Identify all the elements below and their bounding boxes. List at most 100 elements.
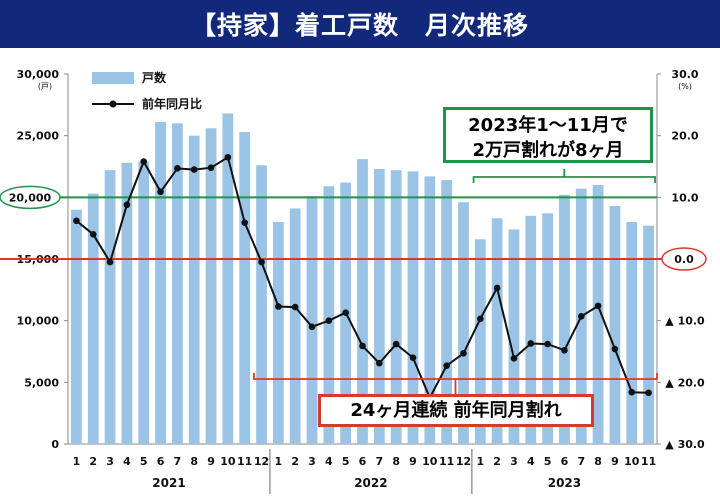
reference-zero-label: 0.0: [674, 253, 694, 266]
x-tick-label: 3: [308, 455, 316, 468]
line-point-3: [106, 258, 114, 266]
line-point-2: [89, 231, 97, 238]
line-point-18: [359, 342, 366, 350]
bar-koshu-1: [71, 209, 82, 444]
line-point-10: [224, 153, 232, 161]
bar-koshu-22: [424, 176, 436, 444]
chart-canvas: 05,00010,00015,00020,00025,00030,000(戸)▲…: [0, 68, 707, 494]
bar-koshu-6: [155, 122, 166, 444]
bar-koshu-5: [138, 161, 150, 445]
line-point-35: [645, 389, 652, 397]
bar-koshu-34: [626, 222, 638, 444]
x-tick-label: 1: [73, 455, 81, 468]
x-tick-label: 12: [456, 455, 471, 468]
red-bracket: [253, 373, 658, 395]
bar-koshu-23: [441, 180, 453, 445]
legend-bar-swatch: [92, 72, 134, 84]
bar-koshu-15: [306, 196, 318, 444]
x-tick-label: 6: [359, 455, 367, 468]
x-tick-label: 1: [275, 455, 283, 468]
x-tick-label: 2: [291, 455, 299, 468]
line-point-29: [544, 340, 551, 348]
x-tick-label: 1: [476, 455, 484, 468]
line-point-14: [291, 303, 299, 311]
x-tick-label: 6: [157, 455, 165, 468]
line-point-23: [443, 362, 450, 369]
y-right-tick-label: ▲ 20.0: [665, 376, 705, 389]
x-tick-label: 3: [106, 455, 114, 468]
x-tick-label: 2: [493, 455, 501, 468]
y-right-tick-label: ▲ 10.0: [665, 315, 705, 328]
bar-koshu-16: [323, 186, 335, 444]
line-point-28: [527, 340, 535, 347]
x-tick-label: 11: [439, 455, 454, 468]
x-tick-label: 4: [527, 455, 535, 468]
bar-koshu-32: [592, 185, 604, 444]
x-tick-label: 5: [342, 455, 350, 468]
bar-koshu-7: [172, 123, 183, 444]
x-tick-label: 8: [594, 455, 602, 468]
y-left-tick-label: 0: [51, 438, 59, 451]
y-right-tick-label: 10.0: [671, 191, 698, 204]
legend-bar-label: 戸数: [142, 70, 167, 85]
y-right-unit: (%): [678, 82, 692, 91]
green-callout-line-1: 2023年1～11月で: [468, 115, 628, 136]
x-tick-label: 4: [123, 455, 131, 468]
line-point-19: [376, 359, 383, 367]
y-left-tick-label: 5,000: [24, 376, 59, 389]
line-point-31: [577, 313, 585, 320]
year-label-2021: 2021: [152, 476, 185, 490]
y-left-tick-label: 10,000: [17, 315, 60, 328]
line-point-13: [275, 303, 282, 310]
bar-koshu-18: [357, 159, 368, 444]
x-tick-label: 4: [325, 455, 333, 468]
line-point-21: [409, 354, 417, 361]
y-right-tick-label: ▲ 30.0: [665, 438, 705, 451]
bar-koshu-35: [643, 225, 654, 444]
line-point-33: [611, 345, 619, 353]
x-tick-label: 9: [611, 455, 619, 468]
bar-koshu-4: [121, 162, 133, 445]
bar-koshu-11: [239, 131, 251, 444]
line-point-30: [561, 346, 568, 354]
bar-koshu-3: [104, 170, 116, 444]
bar-koshu-25: [474, 239, 486, 444]
bar-koshu-20: [390, 170, 402, 444]
x-tick-label: 12: [254, 455, 269, 468]
x-tick-label: 11: [641, 455, 656, 468]
line-point-4: [123, 201, 131, 209]
line-point-15: [308, 323, 316, 331]
bar-koshu-10: [222, 113, 234, 444]
x-tick-label: 10: [220, 455, 236, 468]
y-left-tick-label: 30,000: [17, 68, 60, 81]
bar-koshu-27: [508, 229, 520, 444]
x-tick-label: 8: [392, 455, 400, 468]
page-title: 【持家】着工戸数 月次推移: [0, 0, 720, 48]
reference-20000-label: 20,000: [9, 191, 52, 204]
green-callout: 2023年1～11月で 2万戸割れが8ヶ月: [443, 107, 653, 163]
line-point-32: [594, 302, 602, 310]
bar-koshu-13: [272, 222, 284, 444]
line-point-6: [157, 188, 164, 196]
x-tick-label: 5: [140, 455, 148, 468]
green-callout-line-2: 2万戸割れが8ヶ月: [472, 140, 624, 161]
bar-koshu-26: [491, 218, 503, 444]
year-label-2023: 2023: [548, 476, 581, 490]
bar-koshu-14: [289, 208, 301, 444]
green-bracket: [472, 169, 656, 183]
bar-koshu-9: [205, 128, 217, 444]
x-tick-label: 9: [409, 455, 417, 468]
y-right-tick-label: 20.0: [671, 130, 698, 143]
x-tick-label: 6: [561, 455, 569, 468]
bar-koshu-19: [373, 168, 385, 444]
line-point-26: [493, 284, 501, 292]
x-tick-label: 11: [237, 455, 252, 468]
line-point-11: [241, 219, 248, 226]
bar-koshu-28: [525, 215, 537, 444]
bar-koshu-29: [542, 213, 553, 444]
bar-koshu-8: [188, 135, 200, 444]
line-point-17: [342, 309, 349, 316]
line-point-9: [207, 164, 215, 172]
y-left-tick-label: 25,000: [17, 130, 60, 143]
